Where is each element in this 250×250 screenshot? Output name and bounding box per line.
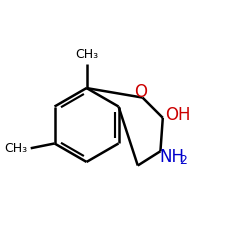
Text: O: O [134,83,147,101]
Text: CH₃: CH₃ [75,48,98,61]
Text: NH: NH [159,148,184,166]
Text: 2: 2 [180,154,187,167]
Text: CH₃: CH₃ [4,142,27,155]
Text: OH: OH [165,106,190,124]
